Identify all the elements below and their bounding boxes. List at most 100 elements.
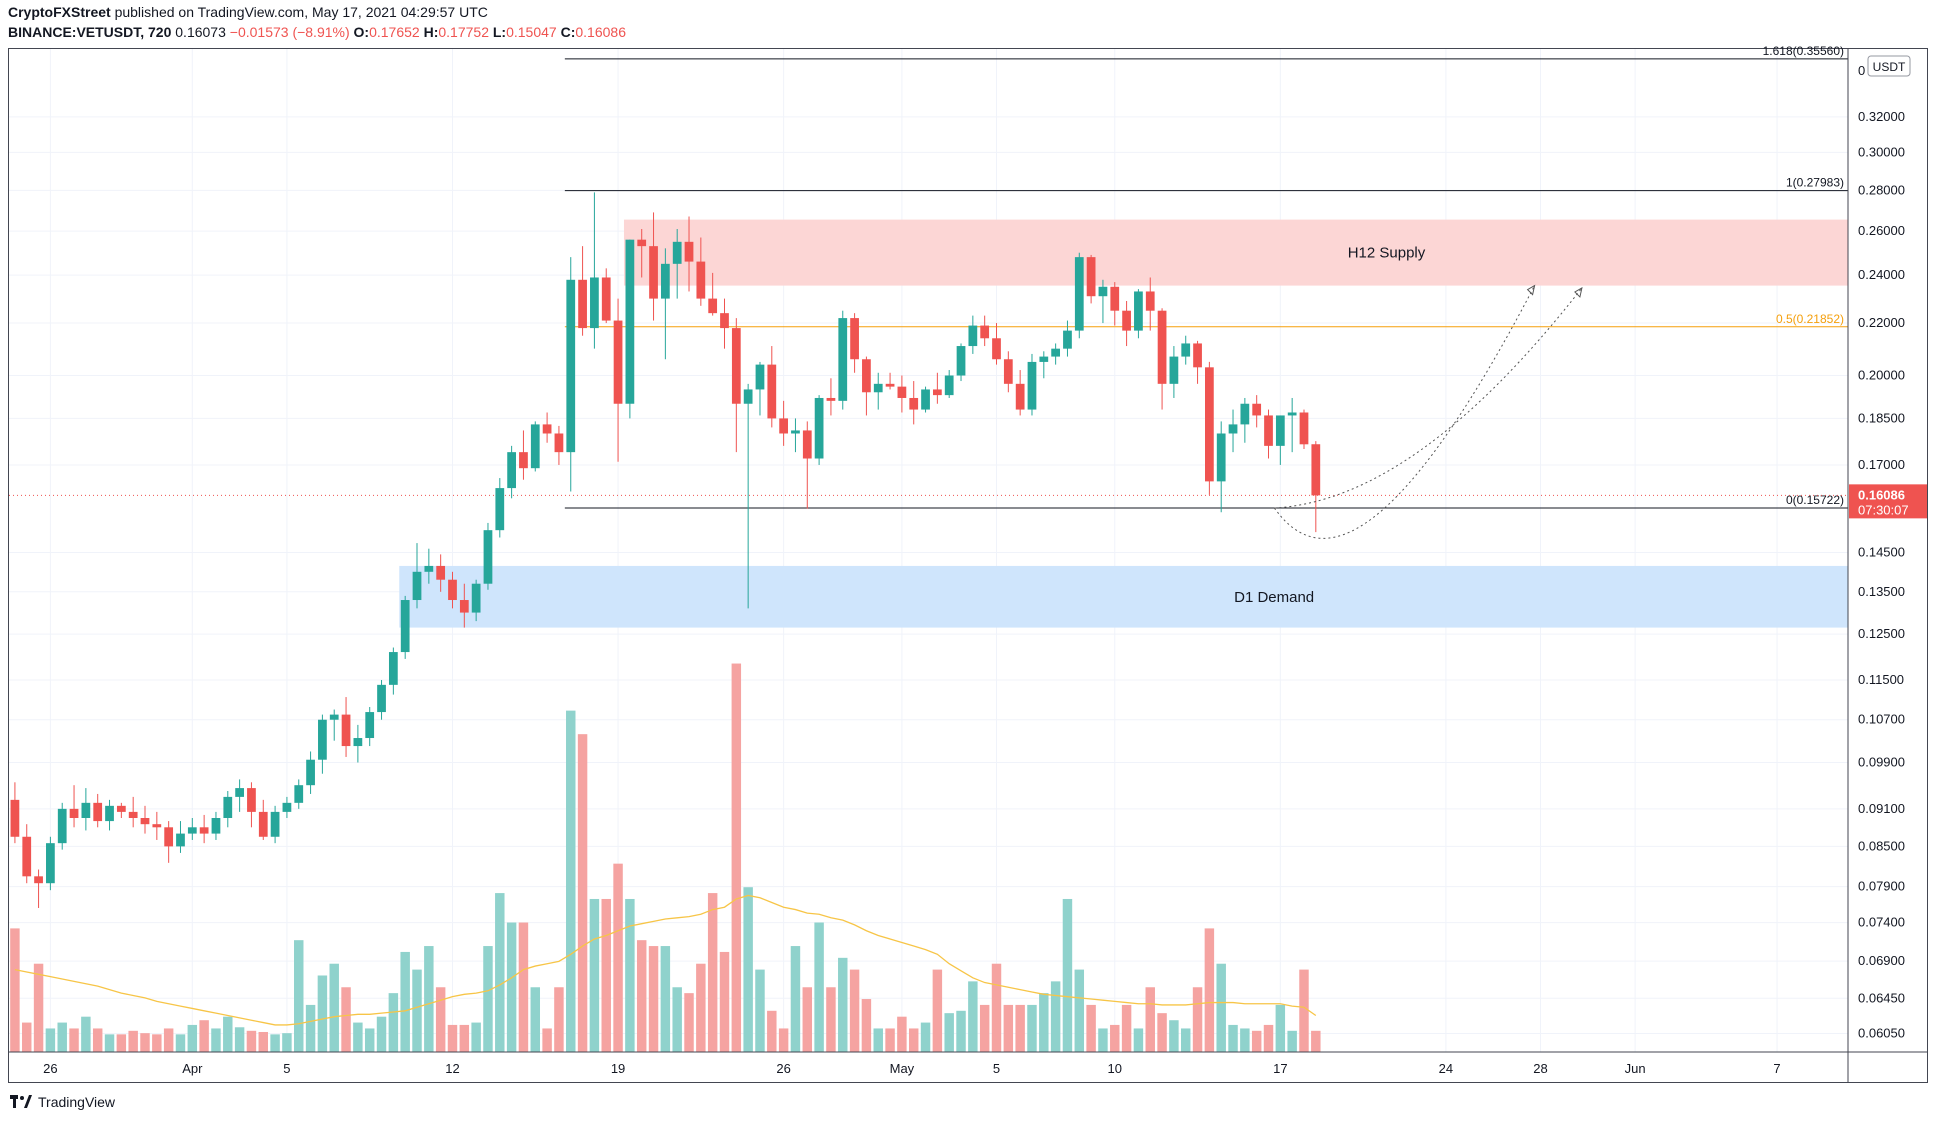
price-tick-label: 0.13500 xyxy=(1858,584,1905,599)
price-tick-label: 0.12500 xyxy=(1858,626,1905,641)
candle-body xyxy=(1216,433,1226,482)
candle-body xyxy=(1145,291,1155,311)
candle-body xyxy=(862,359,871,393)
current-price-badge xyxy=(1849,484,1927,519)
candle-body xyxy=(388,652,398,685)
candle-body xyxy=(1311,444,1321,496)
volume-bar xyxy=(187,1024,198,1052)
candle-body xyxy=(791,430,800,434)
time-tick-label: 24 xyxy=(1439,1061,1453,1076)
high-label: H: xyxy=(423,24,439,40)
open-value: 0.17652 xyxy=(369,24,420,40)
volume-bar xyxy=(329,963,339,1052)
candle-body xyxy=(1169,356,1179,384)
candle-body xyxy=(258,811,268,837)
volume-bar xyxy=(613,863,623,1052)
candle-body xyxy=(448,579,457,601)
price-tick-label: 0.32000 xyxy=(1858,109,1905,124)
candle-body xyxy=(779,418,789,434)
volume-bar xyxy=(33,963,44,1052)
volume-bar xyxy=(920,1022,931,1052)
price-tick-label: 0.09900 xyxy=(1858,754,1905,769)
candle-body xyxy=(294,785,304,803)
time-tick-label: 19 xyxy=(611,1061,625,1076)
fib-level-label: 0.5(0.21852) xyxy=(1776,312,1844,326)
volume-bar xyxy=(163,1028,174,1052)
volume-bar xyxy=(1275,1004,1286,1052)
candle-body xyxy=(755,364,765,390)
candle-body xyxy=(897,386,907,398)
volume-bar xyxy=(471,1022,481,1052)
candle-body xyxy=(814,397,824,459)
volume-bar xyxy=(364,1028,375,1052)
volume-bar xyxy=(1027,1004,1037,1052)
volume-bar xyxy=(341,987,351,1052)
volume-bar xyxy=(814,922,824,1052)
volume-bar xyxy=(873,1028,883,1052)
volume-bar xyxy=(495,893,505,1052)
candle-body xyxy=(613,320,623,404)
price-tick-label: 0.06450 xyxy=(1858,990,1905,1005)
volume-bar xyxy=(92,1028,103,1052)
price-tick-label: 0.09100 xyxy=(1858,801,1905,816)
volume-bar xyxy=(1110,1024,1120,1052)
price-tick-label: 0.07400 xyxy=(1858,915,1905,930)
candle-body xyxy=(720,313,729,329)
currency-badge-label: USDT xyxy=(1873,60,1906,74)
candle-body xyxy=(235,788,244,797)
candle-body xyxy=(1110,286,1120,311)
price-tick-label: 0.11500 xyxy=(1858,672,1904,687)
candle-body xyxy=(365,712,375,739)
candle-body xyxy=(306,759,315,786)
candle-body xyxy=(826,397,836,401)
footer: TradingView xyxy=(10,1094,115,1110)
published-text: published on TradingView.com, May 17, 20… xyxy=(110,4,488,20)
candle-body xyxy=(980,325,990,339)
candle-body xyxy=(22,836,32,877)
price-tick-label: 0.22000 xyxy=(1858,315,1905,330)
volume-bar xyxy=(885,1028,895,1052)
candle-body xyxy=(767,364,777,419)
candle-body xyxy=(660,263,670,299)
candle-body xyxy=(743,389,753,404)
time-tick-label: May xyxy=(890,1061,915,1076)
volume-bar xyxy=(317,975,328,1052)
candle-body xyxy=(696,261,706,299)
publisher-name: CryptoFXStreet xyxy=(8,4,111,20)
volume-bar xyxy=(305,1004,316,1052)
candle-body xyxy=(400,600,410,653)
candle-body xyxy=(377,684,386,713)
zone-label: D1 Demand xyxy=(1234,589,1314,606)
volume-bar xyxy=(932,969,943,1052)
volume-bar xyxy=(22,1022,32,1052)
candle-body xyxy=(554,433,564,453)
volume-bar xyxy=(778,1028,789,1052)
candle-body xyxy=(471,583,481,613)
price-tick-label: 0.06050 xyxy=(1858,1026,1905,1041)
candle-body xyxy=(708,298,718,314)
axis-top-label: 0 xyxy=(1858,63,1865,78)
candle-body xyxy=(590,277,599,329)
volume-bar xyxy=(908,1028,919,1052)
candle-body xyxy=(152,824,162,828)
volume-bar xyxy=(1015,1004,1025,1052)
volume-bar xyxy=(81,1016,91,1052)
volume-bar xyxy=(944,1013,954,1052)
volume-bar xyxy=(10,928,20,1052)
candle-body xyxy=(187,827,197,834)
candle-body xyxy=(944,375,954,396)
volume-bar xyxy=(849,969,860,1052)
volume-bar xyxy=(1263,1024,1274,1052)
time-tick-label: 10 xyxy=(1108,1061,1122,1076)
candle-body xyxy=(1039,356,1049,362)
candle-body xyxy=(956,346,966,376)
volume-bar xyxy=(1180,1028,1191,1052)
volume-bar xyxy=(518,922,529,1052)
price-tick-label: 0.26000 xyxy=(1858,223,1905,238)
volume-bar xyxy=(767,1010,777,1052)
candle-body xyxy=(530,424,540,469)
candle-body xyxy=(684,241,694,262)
candle-body xyxy=(578,279,587,329)
projection-arrow-icon xyxy=(1526,284,1536,296)
